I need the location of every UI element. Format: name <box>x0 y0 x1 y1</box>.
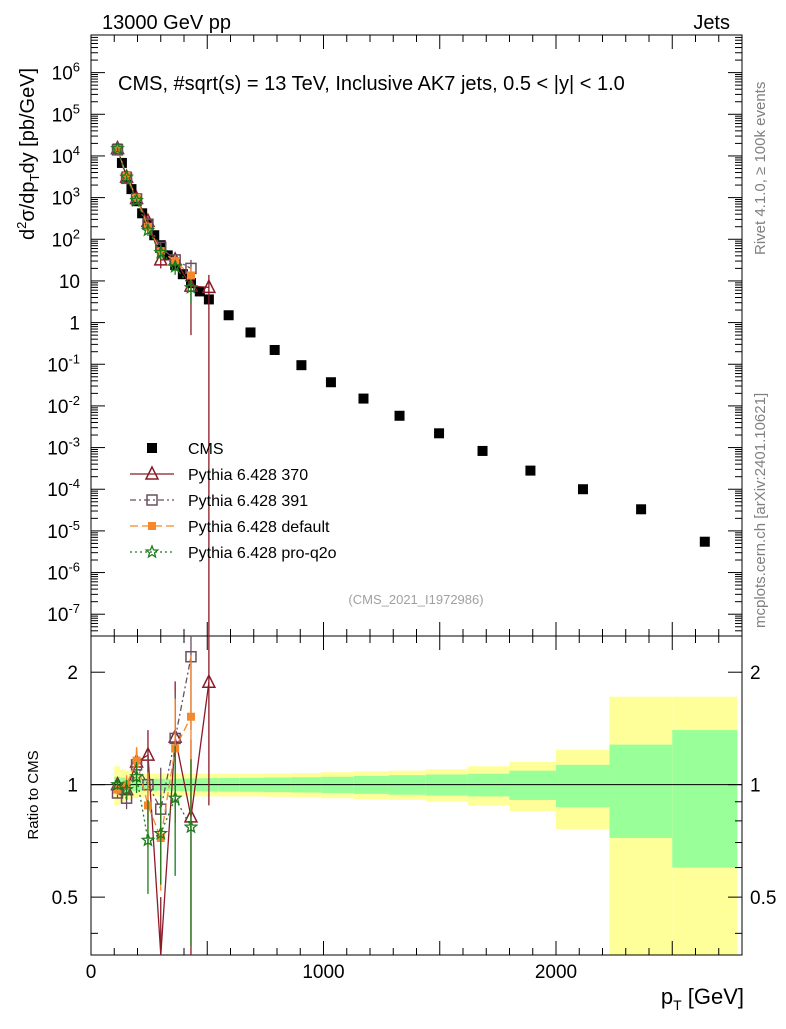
p370-main-point <box>153 251 168 266</box>
pq2o-ratio-point <box>110 776 125 791</box>
legend: CMS Pythia 6.428 370 Pythia 6.428 391 Pythi… <box>130 441 337 562</box>
header-right: Jets <box>693 12 730 34</box>
ratio-y-tick-label: 2 <box>67 663 78 684</box>
legend-marker <box>144 465 160 480</box>
legend-marker <box>144 544 160 559</box>
pq2o-ratio-point <box>153 825 169 840</box>
pq2o-main-point <box>110 140 125 155</box>
cms-data-point <box>269 344 280 355</box>
cms-data-point <box>137 208 148 219</box>
band-inner <box>556 764 610 808</box>
cms-data-point <box>699 536 710 547</box>
band-inner <box>672 730 738 868</box>
cms-data-point <box>126 184 137 195</box>
pq2o-ratio-point <box>119 781 135 796</box>
ratio-y-tick-label: 0.5 <box>750 888 776 909</box>
pq2o-main-point <box>153 244 169 259</box>
y-tick-label: 102 <box>52 226 80 251</box>
y-tick-label: 106 <box>52 60 80 85</box>
x-tick-label: 1000 <box>302 962 344 983</box>
pq2o-ratio-point <box>167 790 183 805</box>
pdefault-ratio-point <box>132 756 141 765</box>
pq2o-main-point <box>129 192 144 207</box>
y-tick-label: 105 <box>52 101 80 126</box>
pdefault-main-point <box>186 271 195 280</box>
y-tick-label: 10-4 <box>47 476 80 501</box>
p370-main-line <box>116 148 209 289</box>
cms-data-point <box>325 377 336 388</box>
x-tick-label: 2000 <box>535 962 577 983</box>
y-tick-label: 10-1 <box>47 351 80 376</box>
cms-data-point <box>194 286 205 297</box>
ratio-y-tick-label: 0.5 <box>52 888 78 909</box>
ratio-uncertainty-bands <box>91 696 742 955</box>
cms-data-point <box>358 393 369 404</box>
legend-marker <box>147 443 157 453</box>
cms-data-point <box>434 428 445 439</box>
p391-main-point <box>111 144 124 156</box>
legend-entry-label: CMS <box>188 441 224 458</box>
cms-data-point <box>296 360 307 371</box>
cms-data-point <box>245 327 256 338</box>
pq2o-ratio-point <box>140 832 156 847</box>
cms-data-point <box>577 484 588 495</box>
cms-data-point <box>525 465 536 476</box>
legend-entry-label: Pythia 6.428 default <box>188 519 330 536</box>
pdefault-ratio-point <box>186 712 195 721</box>
chart-title: CMS, #sqrt(s) = 13 TeV, Inclusive AK7 je… <box>118 73 625 95</box>
x-tick-label: 0 <box>86 962 97 983</box>
y-tick-label: 10-2 <box>47 393 80 418</box>
y-tick-label: 103 <box>52 185 80 210</box>
legend-entry-label: Pythia 6.428 pro-q2o <box>188 545 337 562</box>
pq2o-main-point <box>140 222 156 237</box>
ratio-y-tick-label: 2 <box>750 663 761 684</box>
pdefault-main-point <box>132 193 141 202</box>
cms-data-point <box>223 310 234 321</box>
analysis-watermark: (CMS_2021_I1972986) <box>348 592 483 607</box>
y-axis-label-main: d2σ/dpTdy [pb/GeV] <box>14 68 42 240</box>
cms-data-point <box>477 445 488 456</box>
y-tick-label: 10-6 <box>47 560 80 585</box>
mcplots-label: mcplots.cern.ch [arXiv:2401.10621] <box>752 393 769 628</box>
x-axis-label: pT [GeV] <box>661 984 744 1013</box>
p370-ratio-point <box>201 673 217 688</box>
legend-marker <box>146 494 158 506</box>
y-tick-label: 1 <box>69 314 80 335</box>
pq2o-main-point <box>119 169 135 184</box>
pq2o-ratio-point <box>129 769 144 784</box>
data-series <box>110 139 710 956</box>
band-inner <box>509 770 556 800</box>
y-tick-label: 10 <box>59 272 80 293</box>
pq2o-main-point <box>183 279 199 294</box>
axes-frames: 0 1000 200010-710-610-510-410-310-210-1110… <box>47 34 776 983</box>
legend-entry-label: Pythia 6.428 370 <box>188 467 308 484</box>
y-tick-label: 10-7 <box>47 601 80 626</box>
y-tick-label: 104 <box>52 143 80 168</box>
cms-data-point <box>162 250 173 261</box>
band-inner <box>609 744 673 838</box>
cms-data-point <box>177 269 188 280</box>
ratio-y-tick-label: 1 <box>67 776 78 797</box>
rivet-label: Rivet 4.1.0, ≥ 100k events <box>752 82 769 255</box>
ratio-y-tick-label: 1 <box>750 776 761 797</box>
y-tick-label: 10-5 <box>47 518 80 543</box>
cms-data-point <box>636 504 647 515</box>
legend-marker <box>148 522 156 530</box>
pq2o-main-point <box>167 258 183 273</box>
cms-data-point <box>394 410 405 421</box>
p370-main-point <box>201 278 217 294</box>
header-left: 13000 GeV pp <box>102 12 231 34</box>
y-axis-label-ratio: Ratio to CMS <box>25 750 42 839</box>
pq2o-ratio-point <box>183 819 199 834</box>
y-tick-label: 10-3 <box>47 435 80 460</box>
legend-entry-label: Pythia 6.428 391 <box>188 493 308 510</box>
